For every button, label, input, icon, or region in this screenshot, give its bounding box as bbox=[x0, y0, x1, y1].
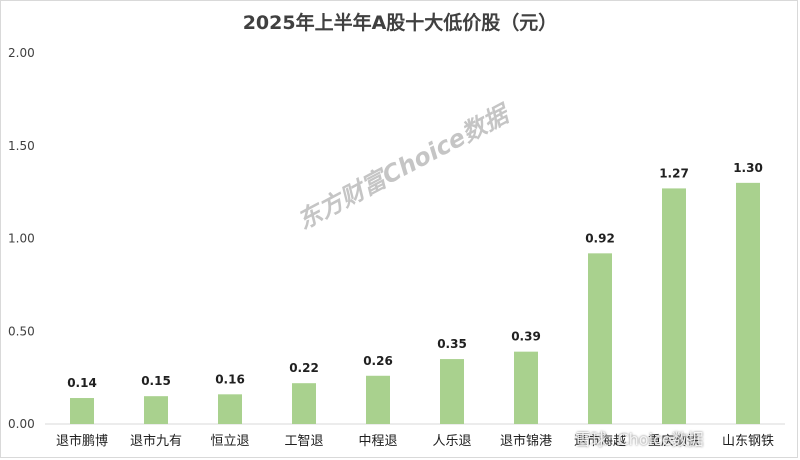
data-label: 0.92 bbox=[585, 231, 615, 245]
bar bbox=[70, 398, 94, 424]
bar bbox=[144, 396, 168, 424]
bar bbox=[514, 351, 538, 424]
bar bbox=[662, 188, 686, 424]
bar bbox=[218, 394, 242, 424]
x-tick-label: 恒立退 bbox=[210, 434, 249, 449]
y-tick-label: 0.50 bbox=[8, 324, 35, 338]
x-tick-label: 重庆钢铁 bbox=[648, 433, 700, 449]
bar bbox=[440, 359, 464, 424]
x-tick-label: 退市锦港 bbox=[500, 433, 552, 449]
bar bbox=[366, 375, 390, 424]
bottom-watermark-text: 雪球: Choice数据 bbox=[575, 430, 704, 449]
data-label: 0.14 bbox=[67, 376, 97, 390]
x-tick-label: 山东钢铁 bbox=[722, 434, 774, 449]
data-label: 0.35 bbox=[437, 337, 467, 351]
data-label: 1.30 bbox=[733, 161, 763, 175]
x-tick-label: 退市九有 bbox=[130, 433, 182, 449]
y-tick-label: 2.00 bbox=[8, 46, 35, 60]
bar bbox=[736, 182, 760, 424]
chart-title: 2025年上半年A股十大低价股（元） bbox=[242, 12, 558, 34]
bar bbox=[588, 253, 612, 424]
data-label: 0.16 bbox=[215, 372, 245, 386]
axis-layer: 0.00 0.50 1.00 1.50 2.00 bbox=[8, 46, 785, 431]
data-label: 0.15 bbox=[141, 374, 171, 388]
x-tick-label: 人乐退 bbox=[432, 434, 471, 449]
data-label: 0.39 bbox=[511, 330, 541, 344]
data-label: 1.27 bbox=[659, 166, 689, 180]
data-label: 0.26 bbox=[363, 354, 393, 368]
x-tick-label: 退市海越 bbox=[574, 433, 626, 449]
x-tick-label: 中程退 bbox=[358, 434, 397, 449]
y-tick-label: 1.50 bbox=[8, 139, 35, 153]
x-tick-label: 工智退 bbox=[284, 434, 323, 449]
y-tick-label: 0.00 bbox=[8, 417, 35, 431]
bar bbox=[292, 383, 316, 424]
x-tick-label: 退市鹏博 bbox=[56, 433, 108, 449]
data-label: 0.22 bbox=[289, 361, 319, 375]
bars-layer bbox=[70, 182, 760, 424]
labels-layer: 0.14 退市鹏博 0.15 退市九有 0.16 恒立退 0.22 工智退 0.26 中程退 0.3… bbox=[56, 161, 774, 449]
y-tick-label: 1.00 bbox=[8, 232, 35, 246]
